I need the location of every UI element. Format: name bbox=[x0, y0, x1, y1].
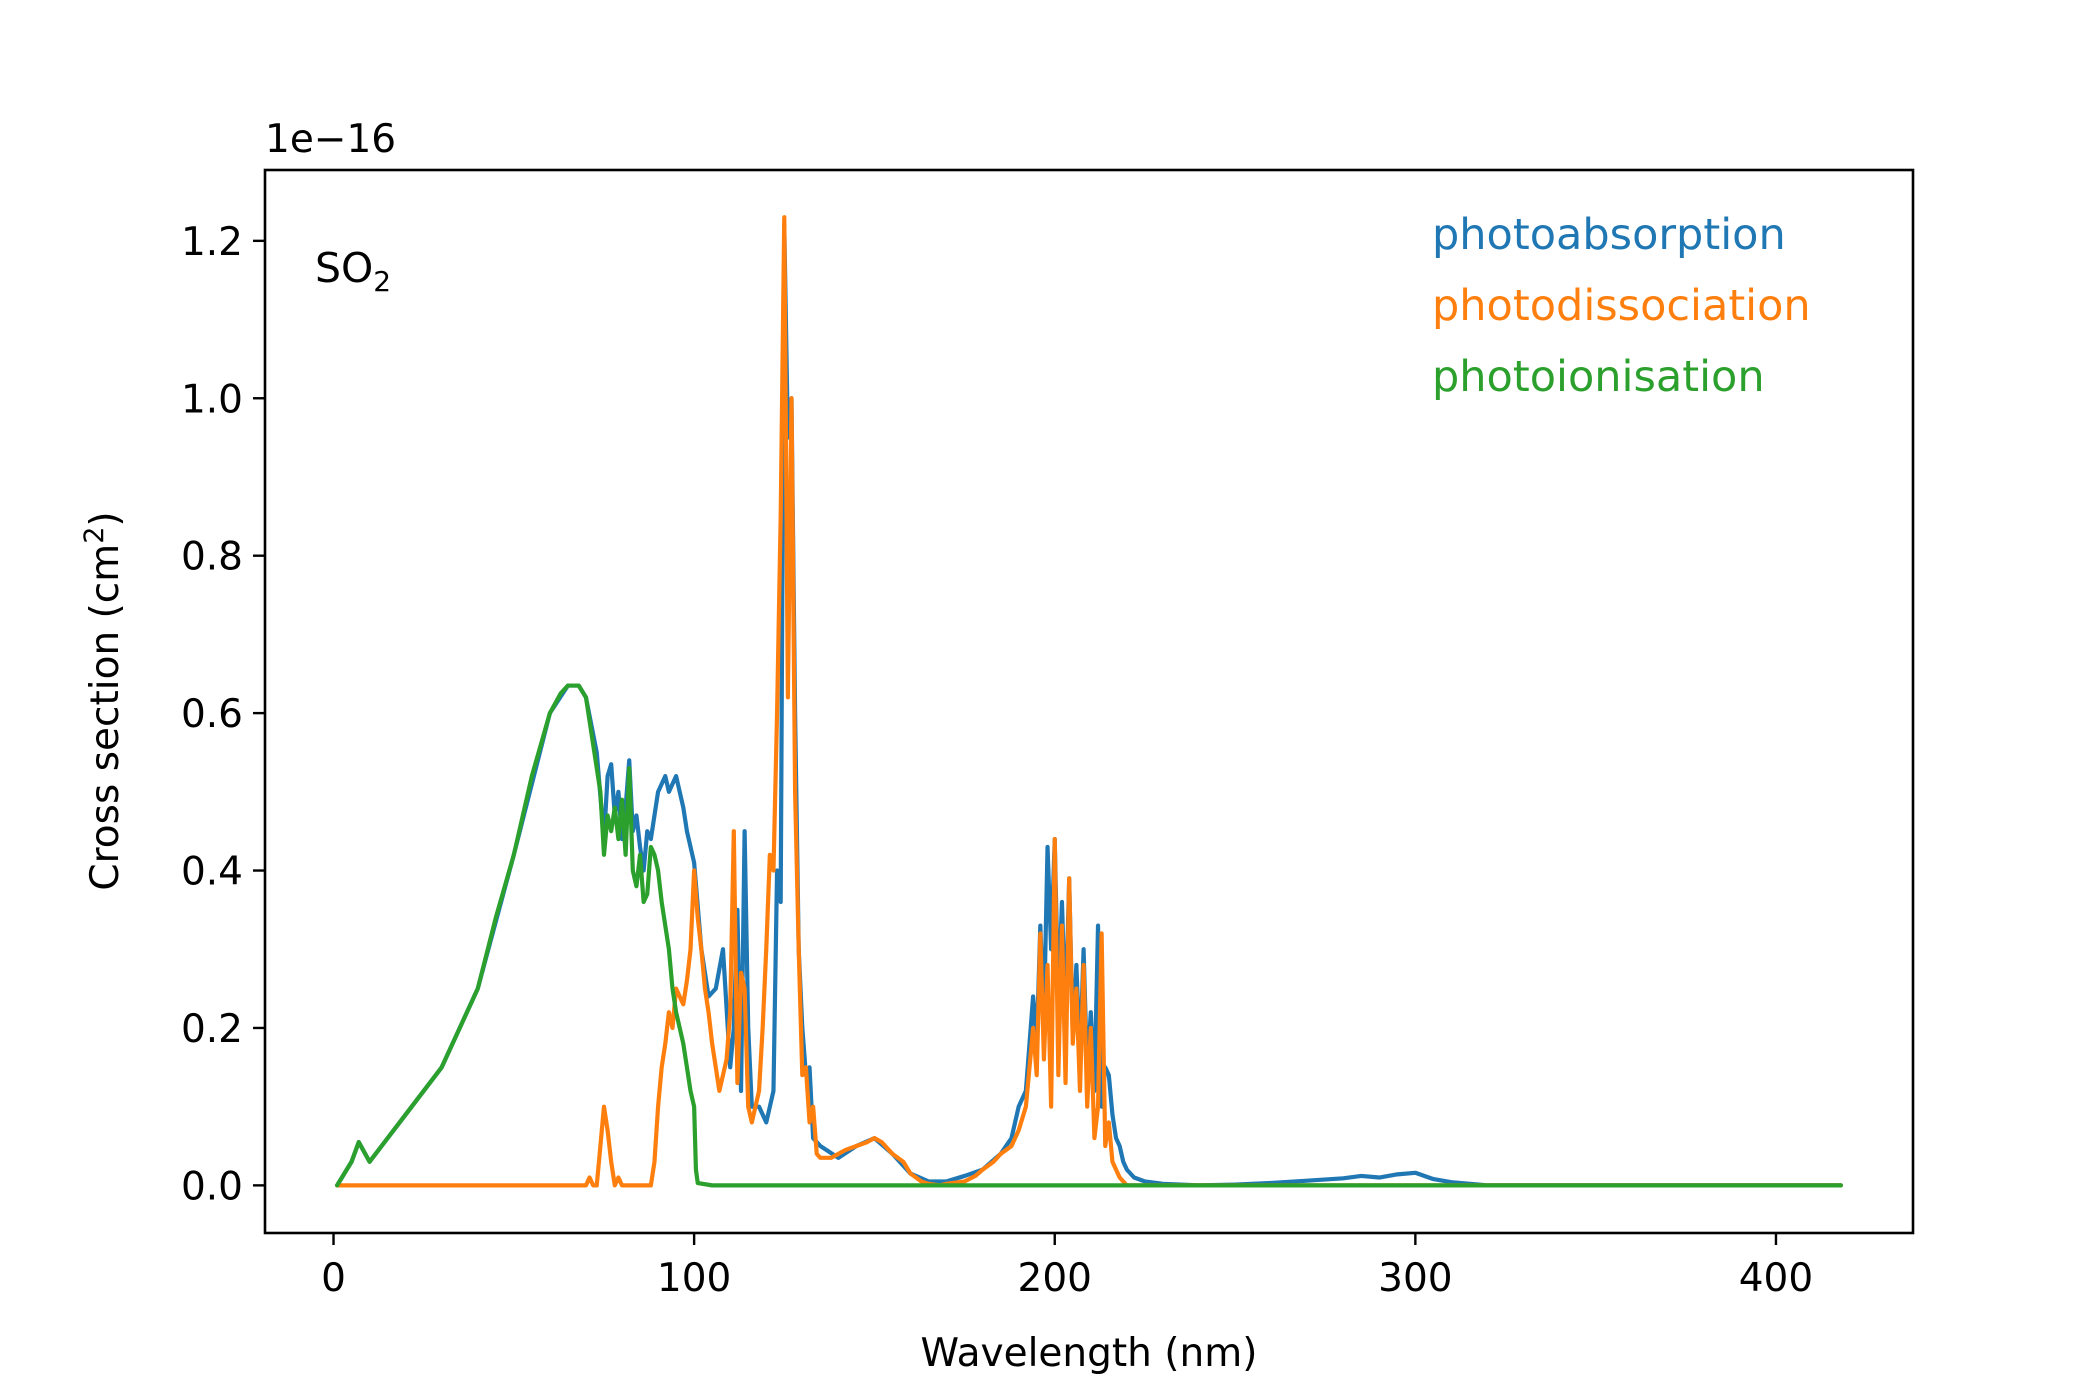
x-tick-label: 200 bbox=[1018, 1256, 1092, 1301]
y-tick-label: 1.0 bbox=[181, 377, 243, 422]
y-tick-label: 1.2 bbox=[181, 220, 243, 265]
y-axis: 0.0 0.2 0.4 0.6 0.8 1.0 1.2 bbox=[181, 220, 265, 1209]
x-axis-label: Wavelength (nm) bbox=[921, 1331, 1258, 1376]
species-annotation: SO2 bbox=[315, 244, 391, 298]
x-axis: 0 100 200 300 400 bbox=[321, 1233, 1813, 1301]
y-tick-label: 0.4 bbox=[181, 850, 243, 895]
x-tick-label: 400 bbox=[1739, 1256, 1813, 1301]
x-tick-label: 300 bbox=[1378, 1256, 1452, 1301]
y-offset-label: 1e−16 bbox=[265, 117, 396, 162]
legend-label-photoabsorption: photoabsorption bbox=[1432, 210, 1786, 260]
x-tick-label: 100 bbox=[657, 1256, 731, 1301]
legend-label-photoionisation: photoionisation bbox=[1432, 352, 1765, 402]
legend-label-photodissociation: photodissociation bbox=[1432, 281, 1811, 331]
legend: photoabsorption photodissociation photoi… bbox=[1432, 210, 1811, 402]
x-tick-label: 0 bbox=[321, 1256, 346, 1301]
y-axis-label: Cross section (cm2) bbox=[79, 511, 128, 890]
series-line-photoionisation bbox=[335, 683, 1843, 1188]
y-tick-label: 0.0 bbox=[181, 1164, 243, 1209]
series-line-photodissociation bbox=[335, 215, 1843, 1188]
series-layer bbox=[335, 215, 1843, 1188]
y-tick-label: 0.8 bbox=[181, 535, 243, 580]
plot-frame bbox=[263, 168, 1915, 1235]
y-tick-label: 0.6 bbox=[181, 692, 243, 737]
y-tick-label: 0.2 bbox=[181, 1007, 243, 1052]
